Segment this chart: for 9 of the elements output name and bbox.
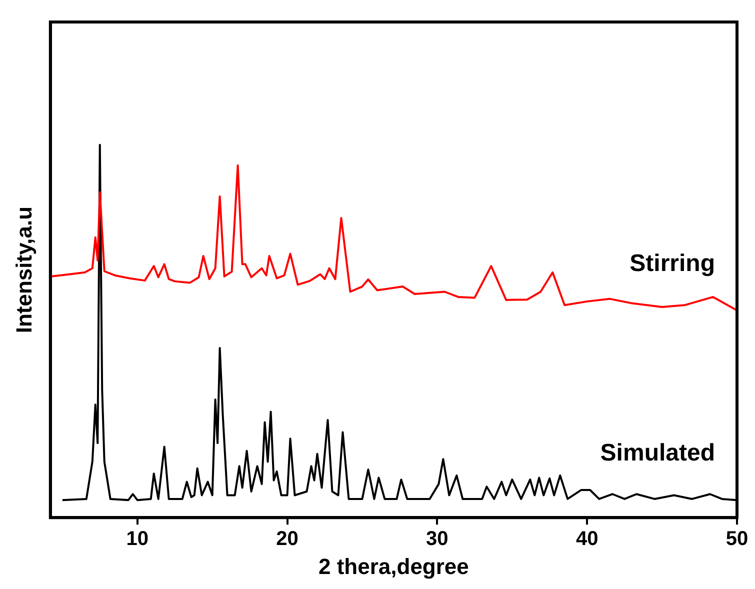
x-tick-label: 30 bbox=[426, 528, 448, 550]
x-tick-label: 10 bbox=[126, 528, 148, 550]
x-tick-label: 20 bbox=[276, 528, 298, 550]
x-tick-label: 50 bbox=[726, 528, 748, 550]
x-tick-label: 40 bbox=[576, 528, 598, 550]
series-label: Simulated bbox=[600, 440, 715, 467]
series-label: Stirring bbox=[630, 250, 715, 278]
x-axis-title: 2 thera,degree bbox=[318, 554, 469, 579]
y-axis-title: Intensity,a.u bbox=[11, 206, 36, 334]
